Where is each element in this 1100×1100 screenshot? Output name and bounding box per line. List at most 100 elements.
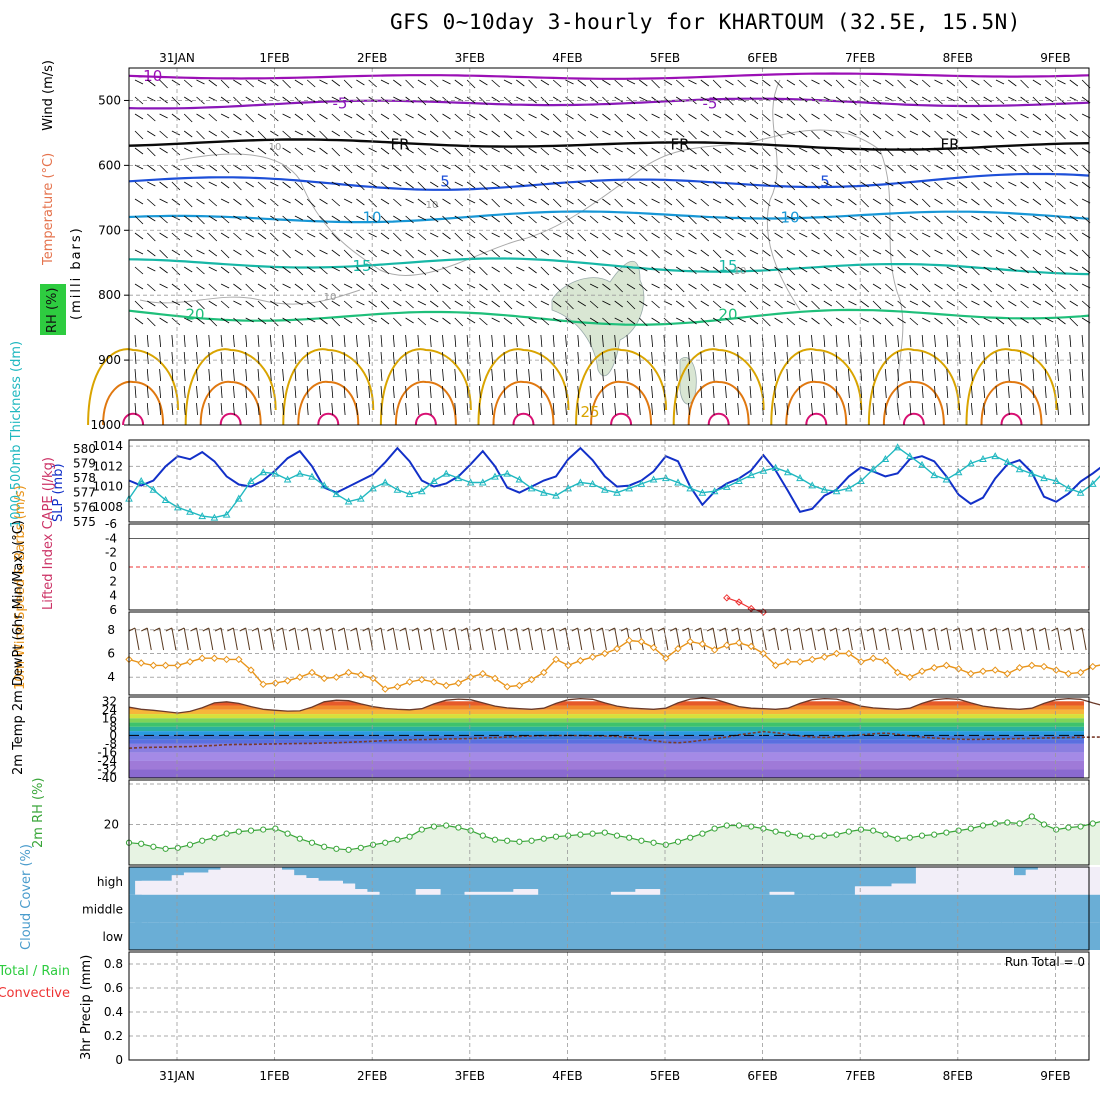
wind-barb [177,627,185,632]
wind-barb [921,113,931,123]
wind-barb [774,283,783,289]
wind-barb [737,147,746,153]
wind-barb [1069,215,1079,222]
wind-barb [146,334,149,348]
data-point [722,482,731,490]
wind-barb [1069,164,1079,172]
wind-barb [196,215,205,225]
wind-barb [405,96,414,104]
temp-band [129,769,1084,778]
temp-band [129,714,1084,719]
wind-barb [577,198,587,207]
wind-barb [762,164,771,172]
series-line [128,446,1100,519]
isotherm-line [902,412,925,426]
data-point [991,452,1000,460]
cloud-bar [354,867,368,890]
wind-barb [1032,130,1042,136]
wind-barb [233,215,242,221]
wind-barb [749,300,759,310]
cloud-bar [671,867,685,895]
cloud-bar [598,867,612,895]
wind-barb [220,266,230,274]
wind-barb [891,627,898,632]
cloud-bar [708,867,722,895]
wind-barb [454,79,464,87]
wind-barb [454,368,457,382]
wind-barb [245,627,251,651]
wind-barb [700,147,710,157]
wind-barb [343,232,353,239]
wind-barb [786,215,796,221]
wind-barb [331,402,334,416]
isotherm-line [282,348,375,426]
wind-barb [565,198,574,205]
wind-barb [134,232,144,240]
y-tick-label: 0 [109,560,117,574]
wind-barb [872,351,875,365]
wind-barb [1020,232,1029,239]
wind-barb [712,266,722,274]
wind-barb [1045,317,1054,323]
wind-barb [134,181,144,190]
cloud-bar [281,894,295,923]
wind-barb [614,147,623,153]
wind-barb [257,147,267,155]
wind-barb [614,402,617,416]
wind-barb [1069,232,1079,242]
wind-barb [356,232,365,241]
wind-barb [233,164,242,171]
wind-barb [614,113,623,123]
isotherm-label: 25 [580,403,599,421]
cloud-bar [196,867,209,873]
wind-barb [571,627,579,632]
cloud-bar [1037,922,1051,950]
cloud-bar [135,894,148,923]
wind-barb [147,283,156,292]
cloud-bar [318,867,331,881]
data-point [735,598,743,606]
wind-barb [442,147,451,155]
wind-barb [1008,232,1017,242]
wind-barb [848,96,857,106]
cloud-gap [415,889,429,895]
wind-barb [946,317,956,327]
wind-barb [921,283,931,293]
wind-barb [171,283,181,291]
y-tick-label: -40 [97,771,117,785]
data-point [662,654,670,662]
wind-barb [528,317,537,324]
wind-barb [454,300,464,307]
wind-barb [725,215,734,221]
wind-barb [934,266,943,275]
wind-barb [1044,113,1054,123]
y-axis-label: SLP (mb) [51,463,66,522]
wind-barb [1057,317,1066,325]
isotherm-line [128,210,1090,224]
wind-barb [220,283,230,289]
wind-barb [491,198,500,208]
wind-barb [442,627,447,651]
cloud-bar [342,894,356,923]
wind-barb [848,215,857,221]
cloud-bar [366,922,380,950]
wind-barb [1020,96,1029,104]
wind-barb [983,627,989,651]
wind-barb [712,113,722,119]
isotherm-label: -10 [138,67,163,85]
wind-barb [405,164,414,174]
wind-barb [1020,181,1029,189]
wind-barb [663,266,673,276]
panel-border [128,866,1090,951]
data-point [272,825,279,832]
data-point [674,838,682,845]
wind-barb [503,249,513,255]
data-point [821,832,828,839]
wind-barb [1044,198,1054,208]
cloud-bar [415,922,429,950]
wind-barb [909,402,912,416]
wind-barb [220,627,226,651]
wind-barb [725,130,734,136]
wind-barb [731,627,738,632]
wind-barb [183,627,189,651]
